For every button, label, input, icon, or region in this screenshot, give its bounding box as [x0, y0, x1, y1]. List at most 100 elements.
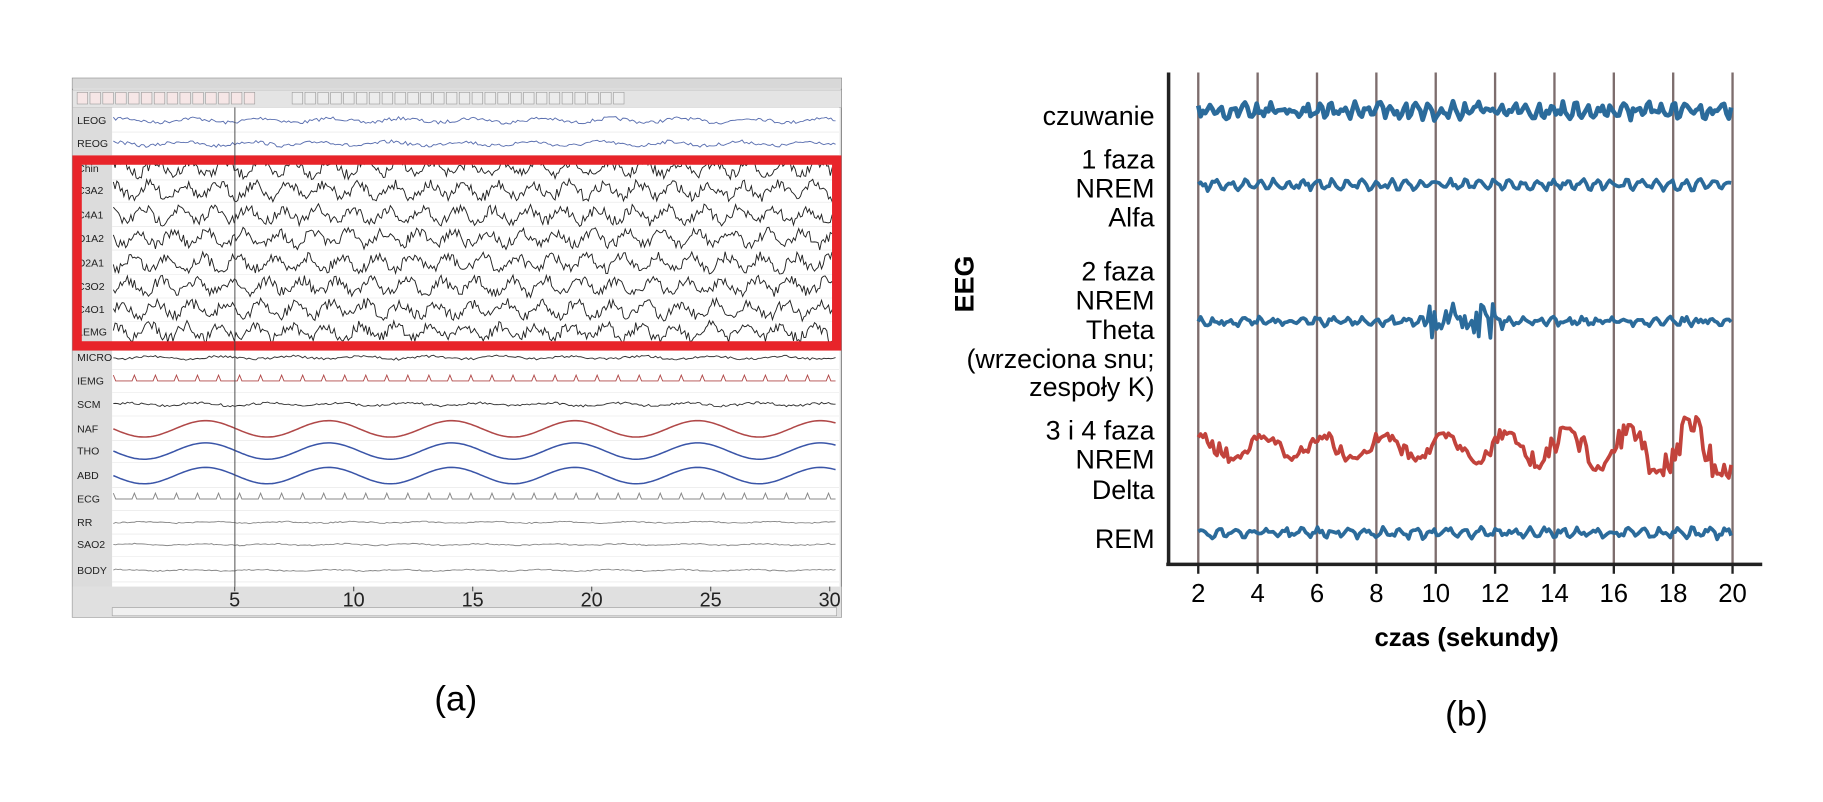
x-tick-label: 14 [1540, 580, 1569, 608]
channel-trace [112, 373, 836, 382]
channel-label: ABD [77, 470, 99, 482]
toolbar-button [89, 92, 101, 105]
channel-label: LEMG [77, 326, 107, 338]
toolbar-button [218, 92, 230, 105]
channel-label: LEOG [77, 115, 106, 127]
toolbar-button [613, 92, 625, 105]
channel-label: MICRO [77, 352, 112, 364]
x-tick-label: 8 [1369, 580, 1383, 608]
channel-label: C3A2 [77, 185, 103, 197]
toolbar-button [291, 92, 303, 105]
eeg-trace [1197, 176, 1732, 193]
channel-label: C4A1 [77, 210, 103, 222]
stage-label: REM [1095, 524, 1155, 554]
channel-label: SCM [77, 399, 100, 411]
toolbar-button [368, 92, 381, 105]
eeg-trace [1196, 301, 1733, 340]
toolbar-button [458, 92, 471, 105]
stage-label: Delta [1092, 475, 1155, 505]
channel-trace [112, 319, 836, 345]
eeg-trace [1195, 98, 1734, 123]
x-tick-label: 2 [1191, 580, 1205, 608]
scrollbar [111, 607, 838, 617]
toolbar-button [231, 92, 243, 105]
toolbar-button [115, 92, 127, 105]
stage-label: czuwanie [1043, 101, 1155, 131]
toolbar-button [600, 92, 612, 105]
channel-label: IEMG [77, 375, 104, 387]
channel-label: O2A1 [77, 257, 104, 269]
toolbar-button [561, 92, 573, 105]
channel-trace [113, 139, 836, 148]
toolbar-button [192, 92, 204, 105]
toolbar-button [446, 92, 458, 105]
x-tick-label: 10 [343, 589, 365, 611]
x-tick-label: 25 [700, 589, 722, 611]
toolbar-button [141, 92, 153, 105]
toolbar-button [343, 92, 355, 105]
channel-trace [112, 202, 836, 228]
channel-trace [113, 466, 836, 485]
toolbar-button [433, 92, 445, 105]
channel-trace [112, 250, 836, 276]
toolbar-button [166, 92, 178, 105]
toolbar-button [128, 92, 140, 105]
channel-label: O1A2 [77, 233, 104, 245]
channel-trace [113, 401, 836, 408]
caption: (b) [1445, 695, 1488, 734]
x-tick-label: 15 [462, 589, 484, 611]
channel-trace [113, 568, 836, 573]
toolbar-button [394, 92, 406, 105]
stage-label: (wrzeciona snu; [966, 344, 1154, 374]
stage-label: NREM [1075, 286, 1154, 316]
x-tick-label: 20 [1718, 580, 1747, 608]
channel-trace [112, 177, 836, 203]
toolbar-button [179, 92, 191, 105]
eeg-trace [1196, 415, 1733, 480]
x-tick-label: 10 [1421, 580, 1450, 608]
toolbar-button [243, 92, 256, 105]
channel-trace [113, 442, 836, 461]
eeg-trace [1197, 525, 1733, 542]
toolbar-button [356, 92, 368, 105]
channel-label: REOG [77, 138, 108, 150]
toolbar-buttons [76, 92, 625, 105]
channel-trace [112, 226, 836, 251]
highlight-box [72, 155, 842, 351]
toolbar-button [471, 92, 483, 105]
stage-label: 2 faza [1081, 256, 1154, 286]
toolbar-button [317, 92, 329, 105]
toolbar-button [381, 92, 393, 105]
x-tick-label: 5 [229, 589, 240, 611]
channel-label: BODY [77, 565, 107, 577]
stage-label: 1 faza [1081, 144, 1154, 174]
toolbar-button [574, 92, 586, 105]
x-tick-label: 20 [581, 589, 603, 611]
toolbar-button [587, 92, 599, 105]
channel-label: THO [77, 446, 99, 458]
channel-trace [113, 354, 836, 361]
channel-trace [112, 491, 836, 500]
toolbar-button [497, 92, 509, 105]
channel-label: C3O2 [77, 281, 105, 293]
stage-label: NREM [1075, 445, 1154, 475]
toolbar-button [523, 92, 535, 105]
toolbar-button [76, 92, 88, 105]
x-tick-label: 30 [819, 589, 841, 611]
x-tick-label: 16 [1600, 580, 1629, 608]
x-axis-label: czas (sekundy) [1374, 624, 1558, 652]
menu-bar [72, 78, 842, 89]
toolbar-button [484, 92, 496, 105]
channel-label: NAF [77, 423, 98, 435]
channel-label: ECG [77, 493, 100, 505]
toolbar-button [536, 92, 548, 105]
channel-label: SAO2 [77, 539, 105, 551]
toolbar-button [153, 92, 166, 105]
toolbar-button [102, 92, 114, 105]
stage-label: 3 i 4 faza [1046, 415, 1155, 445]
x-tick-label: 12 [1481, 580, 1510, 608]
channel-trace [112, 273, 836, 299]
channel-label: RR [77, 517, 93, 529]
